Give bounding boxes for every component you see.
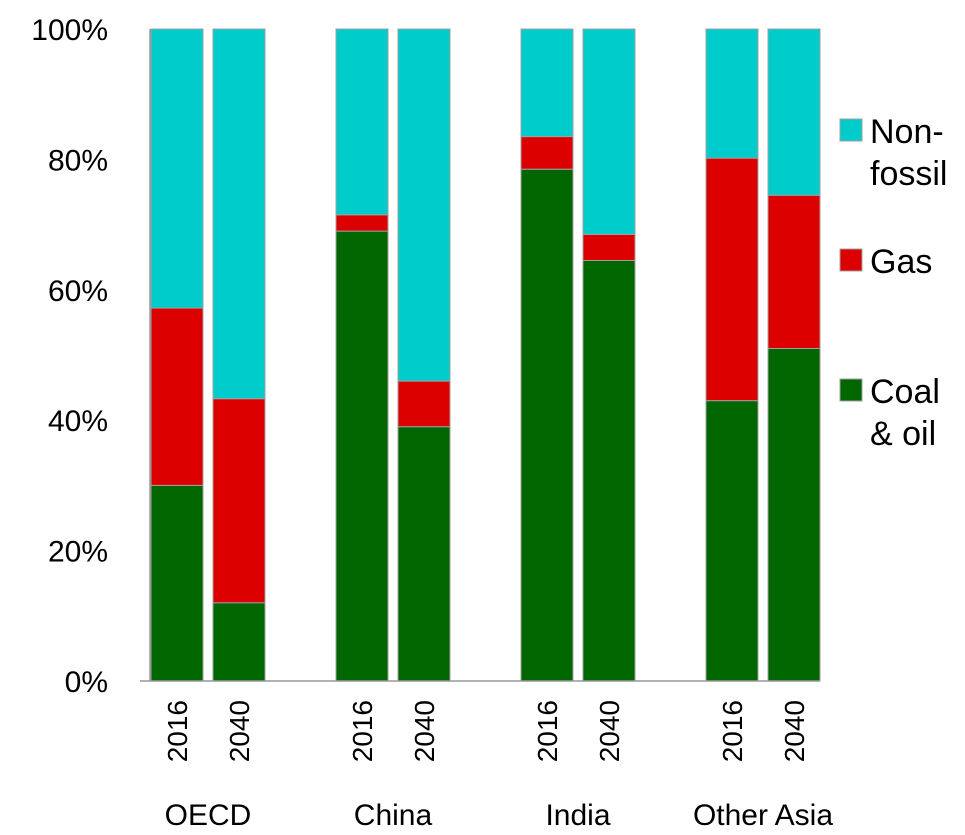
- group-labels: OECD China India Other Asia: [165, 799, 834, 832]
- group-label-oecd: OECD: [165, 799, 252, 832]
- legend-label: Gas: [870, 243, 932, 281]
- y-tick-label: 100%: [31, 14, 108, 47]
- bar-segment-gas-india-2040: [582, 233, 636, 261]
- bar-segment-coal-oil-china-2016: [335, 230, 389, 682]
- x-tick-label-year: 2016: [717, 700, 748, 762]
- group-label-china: China: [354, 799, 433, 832]
- bar-segment-gas-china-2016: [335, 214, 389, 232]
- x-tick-label-year: 2016: [347, 700, 378, 762]
- bar-segment-non-fossil-china-2040: [397, 28, 451, 382]
- y-tick-label: 40%: [48, 405, 108, 438]
- legend-swatch: [839, 248, 863, 272]
- legend-label: Coal: [870, 373, 940, 411]
- bar-segment-non-fossil-india-2016: [520, 28, 574, 138]
- legend: Non-fossil Gas Coal & oil: [839, 113, 947, 453]
- y-tick-label: 80%: [48, 144, 108, 177]
- x-tick-label-year: 2040: [594, 700, 625, 762]
- legend-swatch: [839, 378, 863, 402]
- bar-segment-non-fossil-india-2040: [582, 28, 636, 235]
- legend-swatch: [839, 118, 863, 142]
- bars-layer: [150, 28, 821, 682]
- bar-segment-coal-oil-china-2040: [397, 426, 451, 682]
- bar-segment-coal-oil-india-2016: [520, 168, 574, 682]
- bar-segment-coal-oil-other-asia-2040: [767, 347, 821, 682]
- bar-segment-coal-oil-oecd-2040: [212, 602, 266, 682]
- x-tick-label-year: 2040: [409, 700, 440, 762]
- x-tick-labels: 2016 2040 2016 2040 2016 2040 2016 2040: [162, 700, 810, 762]
- bar-segment-coal-oil-oecd-2016: [150, 484, 204, 682]
- bar-segment-gas-china-2040: [397, 380, 451, 428]
- bar-segment-gas-india-2016: [520, 136, 574, 170]
- axes-layer: [140, 29, 820, 682]
- y-tick-labels: 0% 20% 40% 60% 80% 100%: [31, 14, 108, 699]
- group-label-india: India: [545, 799, 610, 832]
- legend-label: & oil: [870, 415, 936, 453]
- x-tick-label-year: 2016: [532, 700, 563, 762]
- bar-segment-coal-oil-other-asia-2016: [705, 400, 759, 682]
- bar-segment-non-fossil-china-2016: [335, 28, 389, 216]
- bar-segment-gas-other-asia-2040: [767, 194, 821, 349]
- bar-segment-non-fossil-oecd-2040: [212, 28, 266, 400]
- y-tick-label: 60%: [48, 275, 108, 308]
- bar-segment-coal-oil-india-2040: [582, 259, 636, 682]
- y-tick-label: 20%: [48, 536, 108, 569]
- bar-segment-non-fossil-other-asia-2040: [767, 28, 821, 196]
- bar-segment-non-fossil-oecd-2016: [150, 28, 204, 309]
- bar-segment-gas-other-asia-2016: [705, 157, 759, 402]
- group-label-other-asia: Other Asia: [693, 799, 833, 832]
- y-tick-label: 0%: [65, 666, 108, 699]
- x-tick-label-year: 2040: [224, 700, 255, 762]
- x-tick-label-year: 2040: [779, 700, 810, 762]
- bar-segment-gas-oecd-2040: [212, 398, 266, 604]
- legend-label: Non-: [870, 113, 944, 151]
- bar-segment-non-fossil-other-asia-2016: [705, 28, 759, 159]
- legend-label: fossil: [870, 155, 947, 193]
- bar-segment-gas-oecd-2016: [150, 307, 204, 486]
- x-tick-label-year: 2016: [162, 700, 193, 762]
